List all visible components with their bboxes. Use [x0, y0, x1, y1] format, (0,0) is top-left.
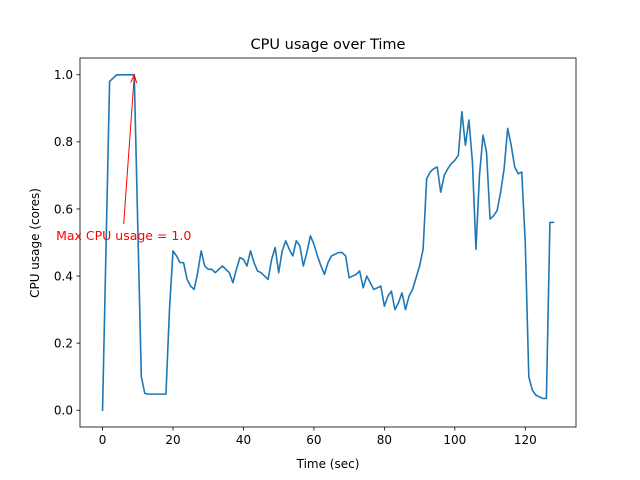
x-axis: 0 20 40 60 80 100 120: [99, 427, 537, 447]
y-tick-label: 0.6: [54, 202, 73, 216]
y-tick-label: 0.0: [54, 404, 73, 418]
x-tick-label: 100: [443, 433, 466, 447]
x-tick-label: 20: [165, 433, 180, 447]
y-axis: 0.0 0.2 0.4 0.6 0.8 1.0: [54, 68, 80, 418]
plot-frame: [79, 57, 577, 428]
annotation-label: Max CPU usage = 1.0: [56, 228, 191, 243]
x-tick-label: 40: [236, 433, 251, 447]
y-tick-label: 0.4: [54, 269, 73, 283]
x-axis-label: Time (sec): [296, 457, 360, 471]
y-tick-label: 0.2: [54, 336, 73, 350]
x-tick-label: 80: [377, 433, 392, 447]
x-tick-label: 120: [514, 433, 537, 447]
y-tick-label: 1.0: [54, 68, 73, 82]
series-line: [101, 73, 555, 412]
x-tick-label: 60: [306, 433, 321, 447]
x-tick-label: 0: [99, 433, 107, 447]
annotation-arrow: [123, 75, 135, 225]
chart-title: CPU usage over Time: [251, 37, 406, 53]
series-layer: [101, 73, 555, 412]
y-tick-label: 0.8: [54, 135, 73, 149]
annotation-layer: Max CPU usage = 1.0: [56, 73, 191, 243]
plot-area: [79, 57, 577, 428]
annotation-arrowhead: [130, 73, 138, 84]
y-axis-label: CPU usage (cores): [28, 188, 42, 298]
